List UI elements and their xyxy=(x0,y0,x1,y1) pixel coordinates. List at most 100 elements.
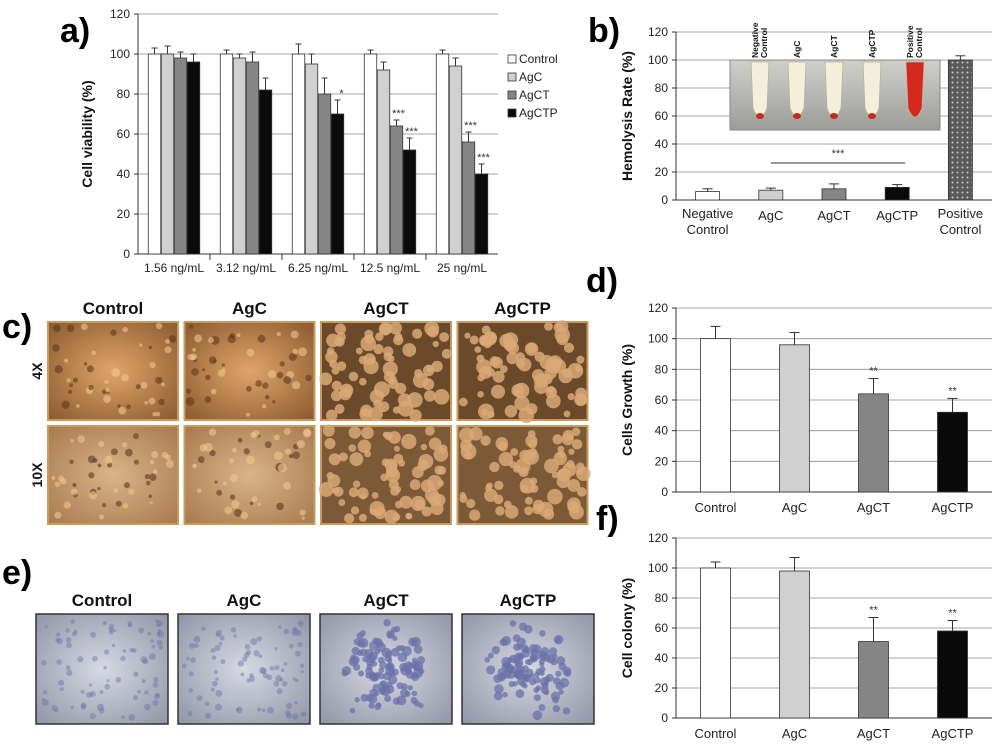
cell-texture xyxy=(474,346,482,353)
cell-texture xyxy=(77,435,86,443)
bar-agc xyxy=(758,189,784,201)
colony-texture xyxy=(246,678,251,683)
cell-texture xyxy=(105,387,110,393)
colony-texture xyxy=(108,623,115,630)
cell-texture xyxy=(412,328,423,339)
cell-texture xyxy=(384,431,393,441)
bar-agct xyxy=(858,641,889,719)
cell-texture xyxy=(338,452,348,462)
colony-texture xyxy=(97,703,104,711)
x-tick-label: 3.12 ng/mL xyxy=(216,261,276,275)
cell-texture xyxy=(68,389,73,394)
cell-texture xyxy=(439,332,450,342)
colony-texture xyxy=(291,628,299,636)
colony-texture xyxy=(211,655,217,660)
colony-texture xyxy=(548,647,558,656)
cell-texture xyxy=(460,439,473,452)
cell-texture xyxy=(208,356,217,365)
cell-texture xyxy=(437,466,447,475)
chart-a: 0 20 40 60 80 100 120 Cell viability (%) 1.56 ng… xyxy=(79,7,498,275)
tube xyxy=(824,61,844,118)
cell-texture xyxy=(155,322,163,330)
colony-texture xyxy=(250,638,258,646)
colony-texture xyxy=(521,665,529,673)
colony-texture xyxy=(201,626,206,631)
colony-texture xyxy=(552,677,561,685)
colony-texture xyxy=(156,639,163,646)
cell-texture xyxy=(164,346,172,354)
colony-texture xyxy=(274,665,280,671)
cell-texture xyxy=(257,334,266,343)
cell-texture xyxy=(357,487,369,499)
colony-texture xyxy=(103,665,107,670)
cell-texture xyxy=(350,506,360,515)
cell-texture xyxy=(276,502,284,511)
cell-texture xyxy=(464,332,471,339)
cell-texture xyxy=(468,426,483,441)
cell-texture xyxy=(484,488,498,502)
cell-texture xyxy=(283,376,292,384)
colony-texture xyxy=(204,712,212,719)
cell-texture xyxy=(125,448,133,457)
cell-texture xyxy=(491,384,506,399)
cell-texture xyxy=(221,368,226,372)
colony-texture xyxy=(523,646,530,654)
colony-texture xyxy=(44,625,48,629)
cell-texture xyxy=(288,453,294,459)
colony-texture xyxy=(215,632,221,638)
cell-texture xyxy=(102,503,107,508)
cell-texture xyxy=(292,348,298,355)
x-tick-label: 1.56 ng/mL xyxy=(144,261,204,275)
cell-texture xyxy=(251,496,258,503)
tube xyxy=(787,61,807,118)
cell-texture xyxy=(148,345,153,350)
cell-texture xyxy=(469,335,479,345)
colony-texture xyxy=(374,691,380,697)
cell-texture xyxy=(264,441,272,449)
tube-label: AgC xyxy=(792,41,802,58)
colony-texture xyxy=(219,635,225,641)
cell-texture xyxy=(489,461,500,473)
colony-image xyxy=(35,613,169,725)
cell-texture xyxy=(368,406,383,422)
colony-texture xyxy=(194,643,199,648)
cell-texture xyxy=(121,442,128,448)
colony-texture xyxy=(132,648,137,653)
colony-texture xyxy=(552,696,559,704)
colony-texture xyxy=(140,656,148,663)
cell-texture xyxy=(552,434,563,445)
cell-texture xyxy=(72,377,78,383)
colony-texture xyxy=(257,707,262,712)
cell-texture xyxy=(118,406,127,415)
cell-texture xyxy=(283,427,291,435)
cell-texture xyxy=(495,506,505,516)
cell-texture xyxy=(551,358,567,374)
colony-texture xyxy=(42,697,46,701)
colony-texture xyxy=(508,680,515,688)
colony-texture xyxy=(286,712,293,719)
colony-texture xyxy=(285,702,293,710)
colony-texture xyxy=(541,682,549,690)
colony-texture xyxy=(236,708,240,712)
colony-texture xyxy=(70,705,74,710)
cell-texture xyxy=(164,454,171,461)
colony-texture xyxy=(538,704,546,712)
cell-texture xyxy=(149,361,156,369)
colony-texture xyxy=(113,629,117,633)
x-tick-label: AgCTP xyxy=(932,726,974,741)
colony-texture xyxy=(55,637,60,643)
cell-texture xyxy=(246,348,255,357)
bar-agctp xyxy=(258,89,273,255)
legend-swatch-agctp xyxy=(507,108,517,118)
colony-texture xyxy=(292,626,298,632)
colony-texture xyxy=(193,635,201,643)
cell-texture xyxy=(228,458,235,464)
colony-texture xyxy=(256,636,262,642)
colony-texture xyxy=(288,643,294,649)
significance-marker: ** xyxy=(869,366,878,378)
bar-agc xyxy=(232,57,247,255)
cell-texture xyxy=(348,426,362,439)
cell-texture xyxy=(104,379,109,385)
cell-texture xyxy=(60,478,67,485)
cell-texture xyxy=(394,382,407,395)
